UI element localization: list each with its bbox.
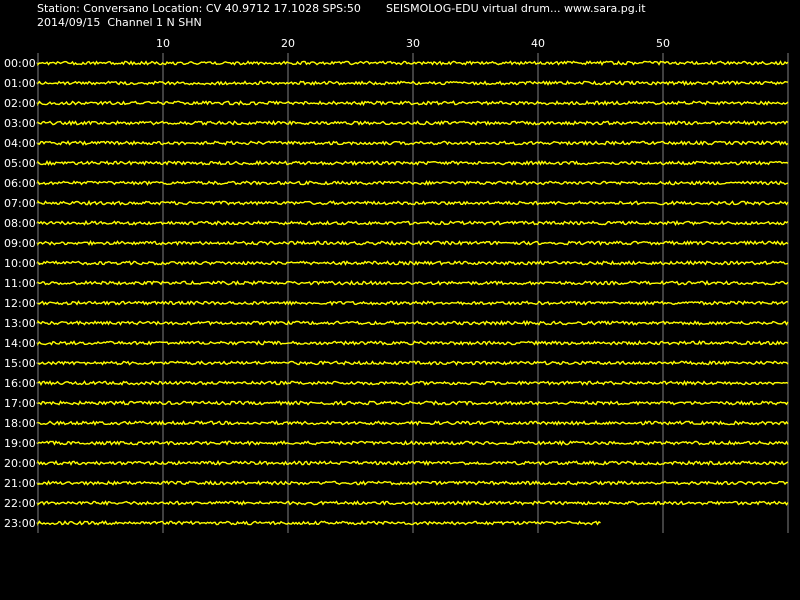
hour-label-1900: 19:00 <box>4 437 36 450</box>
hour-label-0700: 07:00 <box>4 197 36 210</box>
hour-label-0400: 04:00 <box>4 137 36 150</box>
tick-label-30: 30 <box>406 37 420 50</box>
trace-row-2100 <box>37 480 789 486</box>
hour-label-0800: 08:00 <box>4 217 36 230</box>
minute-tick-labels: 10 20 30 40 50 <box>156 37 670 50</box>
trace-row-1600 <box>37 379 789 387</box>
trace-row-1100 <box>37 279 789 286</box>
trace-row-0000 <box>37 60 789 67</box>
hour-label-0600: 06:00 <box>4 177 36 190</box>
trace-row-0500 <box>37 159 789 166</box>
tick-label-40: 40 <box>531 37 545 50</box>
app-title: SEISMOLOG-EDU virtual drum... www.sara.p… <box>386 2 646 15</box>
trace-row-2200 <box>37 500 789 506</box>
hour-label-0100: 01:00 <box>4 77 36 90</box>
trace-row-0600 <box>37 179 789 187</box>
hour-label-0000: 00:00 <box>4 57 36 70</box>
station-info: Station: Conversano Location: CV 40.9712… <box>37 2 361 15</box>
date-channel-info: 2014/09/15 Channel 1 N SHN <box>37 16 202 29</box>
hour-label-2000: 20:00 <box>4 457 36 470</box>
hour-label-1600: 16:00 <box>4 377 36 390</box>
hour-label-1300: 13:00 <box>4 317 36 330</box>
trace-row-1800 <box>37 420 789 427</box>
tick-label-50: 50 <box>656 37 670 50</box>
hour-label-1000: 10:00 <box>4 257 36 270</box>
hour-label-2300: 23:00 <box>4 517 36 530</box>
trace-row-1900 <box>37 439 789 447</box>
trace-row-0700 <box>37 199 789 206</box>
trace-row-0900 <box>37 239 789 246</box>
traces <box>37 60 789 526</box>
hour-label-0200: 02:00 <box>4 97 36 110</box>
hour-label-1100: 11:00 <box>4 277 36 290</box>
hour-label-0300: 03:00 <box>4 117 36 130</box>
trace-row-0800 <box>37 219 789 227</box>
hour-label-1800: 18:00 <box>4 417 36 430</box>
hour-labels: 00:00 01:00 02:00 03:00 04:00 05:00 06:00 07:00… <box>4 57 36 530</box>
tick-label-10: 10 <box>156 37 170 50</box>
hour-label-2200: 22:00 <box>4 497 36 510</box>
grid-layer <box>36 53 789 533</box>
hour-label-1400: 14:00 <box>4 337 36 350</box>
hour-label-0500: 05:00 <box>4 157 36 170</box>
trace-row-0200 <box>37 99 789 107</box>
hour-label-1700: 17:00 <box>4 397 36 410</box>
trace-row-1400 <box>37 339 789 346</box>
tick-label-20: 20 <box>281 37 295 50</box>
hour-label-1500: 15:00 <box>4 357 36 370</box>
hour-label-2100: 21:00 <box>4 477 36 490</box>
trace-row-1200 <box>37 300 789 307</box>
trace-row-0300 <box>37 119 789 127</box>
trace-row-0100 <box>37 80 789 87</box>
hour-label-1200: 12:00 <box>4 297 36 310</box>
hour-label-0900: 09:00 <box>4 237 36 250</box>
trace-row-1300 <box>37 319 789 327</box>
trace-row-2300 <box>37 520 601 526</box>
trace-row-1000 <box>37 260 789 266</box>
trace-row-1500 <box>37 360 789 366</box>
trace-row-1700 <box>37 400 789 406</box>
trace-row-0400 <box>37 140 789 146</box>
trace-row-2000 <box>37 459 789 467</box>
